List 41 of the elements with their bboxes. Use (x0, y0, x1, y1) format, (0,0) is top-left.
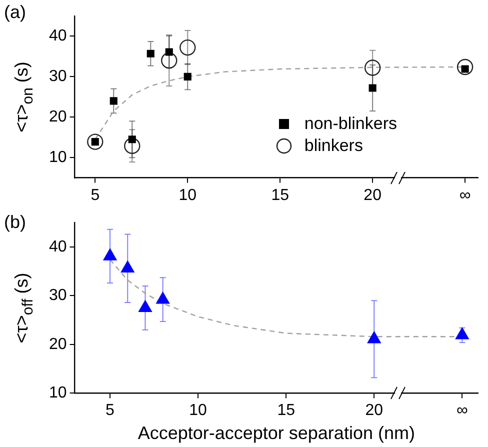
y-tick-label: 20 (49, 108, 67, 126)
x-tick-label: 20 (365, 402, 384, 420)
x-tick-label: 20 (364, 186, 382, 204)
point (124, 138, 140, 154)
point (128, 136, 136, 144)
x-axis-title: Acceptor-acceptor separation (nm) (138, 423, 415, 444)
x-tick-label: 15 (277, 402, 296, 420)
y-tick-label: 30 (49, 68, 67, 86)
point (368, 84, 376, 92)
point (138, 300, 152, 312)
point (103, 248, 117, 260)
x-tick-label: 5 (90, 186, 100, 204)
y-tick-label: 30 (49, 287, 67, 304)
x-tick-label: ∞ (459, 186, 471, 204)
y-tick-label: 10 (49, 148, 67, 166)
point (165, 48, 173, 56)
x-tick-label: 15 (271, 186, 290, 204)
y-tick-label: 40 (49, 238, 67, 256)
point (455, 328, 469, 340)
point (161, 52, 178, 69)
chart-title: (b) (4, 212, 26, 233)
y-tick-label: 10 (49, 384, 67, 402)
point (156, 292, 170, 304)
point (120, 260, 134, 273)
y-tick-label: 40 (49, 28, 67, 45)
chart-title: (a) (4, 2, 26, 23)
y-tick-label: 20 (49, 336, 67, 353)
point (184, 72, 192, 80)
point (367, 331, 381, 344)
point (87, 134, 104, 150)
point (146, 50, 154, 58)
point (110, 97, 118, 105)
x-tick-label: ∞ (456, 402, 468, 420)
x-tick-label: 5 (106, 402, 115, 420)
point (180, 39, 196, 56)
x-tick-label: 10 (189, 402, 208, 420)
x-tick-label: 10 (178, 186, 197, 204)
point (364, 60, 381, 76)
point (456, 58, 474, 76)
legend-label: non-blinkers (304, 113, 397, 136)
legend-label: blinkers (304, 135, 363, 158)
